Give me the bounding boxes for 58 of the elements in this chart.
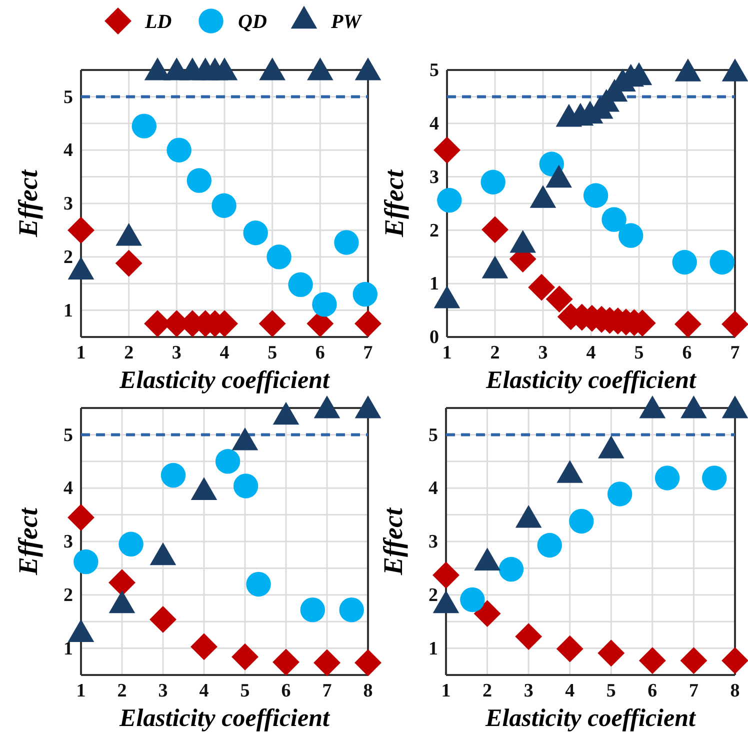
x-tick-label: 5 <box>634 342 644 364</box>
x-tick-label: 3 <box>524 680 534 702</box>
y-tick-label: 3 <box>428 532 438 553</box>
y-tick-label: 3 <box>430 166 439 188</box>
y-tick-label: 2 <box>430 220 439 242</box>
x-tick-label: 2 <box>482 680 492 702</box>
x-tick-label: 2 <box>490 342 500 364</box>
y-tick-label: 1 <box>64 638 73 660</box>
y-tick-label: 4 <box>430 113 440 134</box>
x-tick-label: 5 <box>268 342 278 364</box>
y-axis-title: Effect <box>13 506 43 576</box>
y-tick-label: 0 <box>430 327 439 348</box>
legend-label: QD <box>238 11 267 33</box>
y-tick-label: 2 <box>64 584 73 606</box>
y-axis-title: Effect <box>13 168 43 238</box>
x-tick-label: 7 <box>322 680 332 702</box>
y-tick-label: 5 <box>64 424 73 446</box>
x-axis-title: Elasticity coefficient <box>484 705 696 732</box>
x-tick-label: 8 <box>363 680 373 702</box>
y-tick-label: 4 <box>428 478 438 500</box>
y-tick-label: 1 <box>430 274 439 295</box>
x-tick-label: 4 <box>220 342 230 364</box>
x-tick-label: 6 <box>648 680 658 702</box>
legend-label: LD <box>144 11 172 33</box>
x-tick-label: 6 <box>281 680 291 702</box>
y-tick-label: 4 <box>64 140 74 162</box>
y-tick-label: 2 <box>428 584 438 606</box>
x-tick-label: 3 <box>172 342 182 364</box>
x-axis-title: Elasticity coefficient <box>118 367 330 394</box>
x-tick-label: 3 <box>538 342 548 364</box>
y-axis-title: Effect <box>379 168 409 238</box>
y-tick-label: 4 <box>64 478 74 500</box>
x-tick-label: 3 <box>158 680 168 702</box>
x-tick-label: 4 <box>586 342 596 364</box>
legend-label: PW <box>330 11 362 33</box>
y-tick-label: 1 <box>64 300 73 322</box>
x-tick-label: 7 <box>688 680 699 702</box>
x-tick-label: 8 <box>730 680 740 702</box>
y-tick-label: 5 <box>64 86 73 108</box>
y-tick-label: 1 <box>428 638 438 660</box>
x-tick-label: 5 <box>240 680 250 702</box>
x-tick-label: 2 <box>124 342 134 364</box>
x-axis-title: Elasticity coefficient <box>118 705 330 732</box>
y-tick-label: 5 <box>428 424 438 446</box>
x-axis-title: Elasticity coefficient <box>485 367 697 394</box>
y-tick-label: 3 <box>64 194 73 215</box>
x-tick-label: 7 <box>730 342 740 364</box>
x-tick-label: 6 <box>682 342 692 364</box>
y-axis-title: Effect <box>378 506 408 576</box>
y-tick-label: 2 <box>64 246 73 268</box>
x-tick-label: 7 <box>363 342 374 364</box>
x-tick-label: 4 <box>565 680 576 702</box>
x-tick-label: 5 <box>606 680 616 702</box>
x-tick-label: 2 <box>117 680 127 702</box>
y-tick-label: 5 <box>430 60 439 82</box>
x-tick-label: 6 <box>315 342 325 364</box>
x-tick-label: 4 <box>199 680 210 702</box>
y-tick-label: 3 <box>64 532 73 553</box>
